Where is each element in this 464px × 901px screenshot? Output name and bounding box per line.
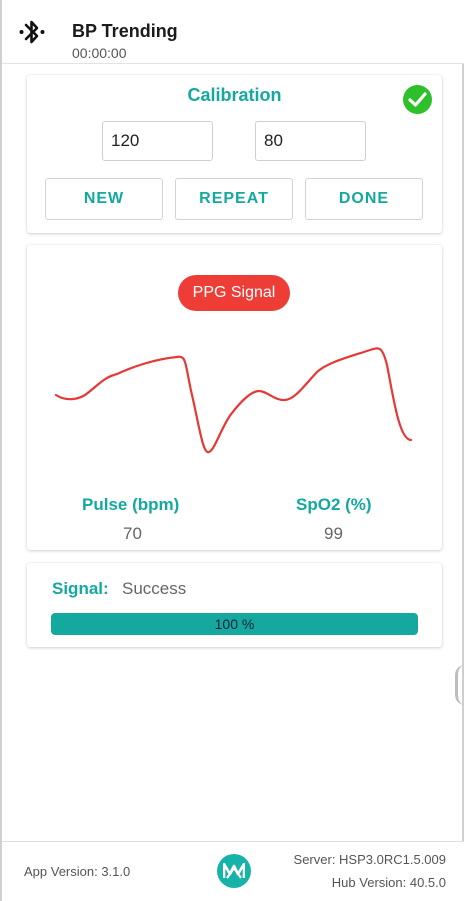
server-version: Server: HSP3.0RC1.5.009 bbox=[293, 852, 446, 867]
signal-progress-text: 100 % bbox=[214, 616, 255, 632]
pulse-value: 70 bbox=[123, 524, 142, 543]
signal-label: Signal: bbox=[52, 579, 109, 598]
ppg-waveform bbox=[54, 347, 413, 454]
pulse-label: Pulse (bpm) bbox=[82, 495, 180, 514]
page-title: BP Trending bbox=[72, 21, 178, 41]
maxim-logo-icon bbox=[217, 854, 251, 888]
systolic-input[interactable]: 120 bbox=[102, 121, 213, 161]
done-button[interactable]: DONE bbox=[305, 178, 423, 220]
side-drawer-handle[interactable] bbox=[455, 665, 464, 705]
signal-card: Signal: Success 100 % bbox=[27, 563, 442, 647]
new-button[interactable]: NEW bbox=[45, 178, 163, 220]
diastolic-input[interactable]: 80 bbox=[255, 121, 366, 161]
session-timer: 00:00:00 bbox=[72, 45, 127, 61]
spo2-label: SpO2 (%) bbox=[296, 495, 372, 514]
ppg-signal-badge[interactable]: PPG Signal bbox=[178, 275, 290, 311]
ppg-waveform-line bbox=[54, 347, 413, 454]
bluetooth-icon[interactable] bbox=[18, 16, 46, 48]
signal-progress-fill bbox=[51, 613, 418, 635]
repeat-button[interactable]: REPEAT bbox=[175, 178, 293, 220]
ppg-card: PPG Signal Pulse (bpm) 70 SpO2 (%) 99 bbox=[27, 245, 442, 550]
calibration-card: Calibration 120 80 NEW REPEAT DONE bbox=[27, 75, 442, 233]
signal-status: Success bbox=[122, 579, 187, 598]
app-version: App Version: 3.1.0 bbox=[24, 864, 131, 879]
app-footer: App Version: 3.1.0 Server: HSP3.0RC1.5.0… bbox=[2, 841, 464, 901]
signal-progress-bar: 100 % bbox=[51, 613, 418, 635]
calibration-title: Calibration bbox=[187, 85, 282, 105]
check-circle-icon bbox=[403, 85, 432, 114]
app-header: BP Trending 00:00:00 bbox=[2, 0, 464, 64]
spo2-value: 99 bbox=[324, 524, 343, 543]
hub-version: Hub Version: 40.5.0 bbox=[331, 875, 446, 890]
